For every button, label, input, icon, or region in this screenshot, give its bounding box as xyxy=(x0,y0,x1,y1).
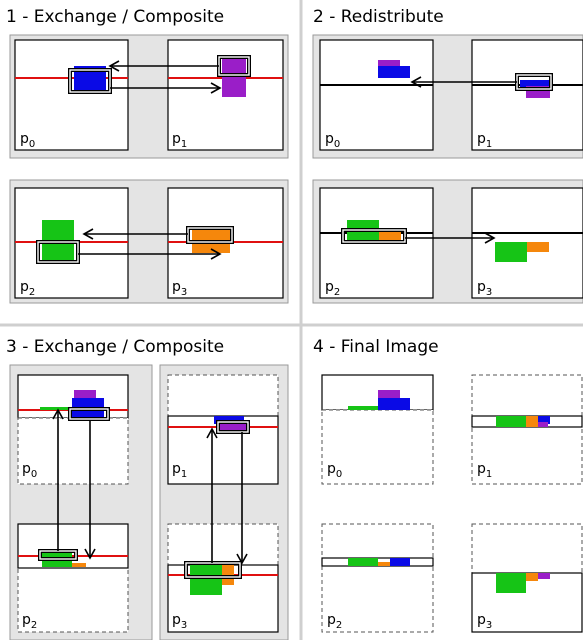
processor-index: 0 xyxy=(29,139,35,150)
image-fragment xyxy=(538,573,550,579)
image-fragment xyxy=(538,422,548,427)
image-fragment xyxy=(495,242,527,262)
image-frame xyxy=(321,374,434,411)
image-fragment xyxy=(538,416,550,424)
image-frame-dashed xyxy=(321,565,434,633)
selection-outline-inner xyxy=(217,421,249,433)
processor-index: 3 xyxy=(486,620,492,631)
image-frame xyxy=(319,39,434,151)
processor-letter: p xyxy=(20,279,29,295)
processor-label: p2 xyxy=(327,612,342,631)
processor-label: p3 xyxy=(172,612,187,631)
processor-label: p1 xyxy=(172,461,187,480)
processor-letter: p xyxy=(172,461,181,477)
processor-index: 2 xyxy=(336,620,342,631)
image-fragment xyxy=(526,573,538,581)
image-fragment xyxy=(378,66,410,78)
processor-index: 0 xyxy=(336,469,342,480)
processor-index: 2 xyxy=(334,287,340,298)
processor-index: 2 xyxy=(31,620,37,631)
processor-letter: p xyxy=(477,131,486,147)
image-frame-dashed xyxy=(167,374,279,417)
processor-letter: p xyxy=(20,131,29,147)
selection-outline-inner xyxy=(185,562,241,578)
processor-index: 3 xyxy=(181,287,187,298)
image-frame-dashed xyxy=(17,417,129,485)
image-frame xyxy=(14,39,129,151)
panel-title: 3 - Exchange / Composite xyxy=(6,337,224,357)
image-frame-dashed xyxy=(321,523,434,559)
selection-outline-inner xyxy=(37,241,79,263)
image-fragment xyxy=(378,60,400,68)
image-fragment xyxy=(190,565,222,595)
panel-title: 4 - Final Image xyxy=(313,337,439,357)
image-fragment xyxy=(378,562,390,566)
processor-index: 0 xyxy=(334,139,340,150)
image-fragment xyxy=(220,422,246,432)
image-frame-dashed xyxy=(471,426,583,485)
processor-index: 3 xyxy=(181,620,187,631)
image-fragment xyxy=(72,563,86,567)
processor-label: p2 xyxy=(20,279,35,298)
processor-letter: p xyxy=(327,612,336,628)
image-frame xyxy=(17,523,129,569)
processor-letter: p xyxy=(22,612,31,628)
image-fragment xyxy=(496,416,526,427)
processor-label: p0 xyxy=(22,461,37,480)
image-fragment xyxy=(378,398,410,410)
processor-label: p1 xyxy=(477,461,492,480)
processor-letter: p xyxy=(22,461,31,477)
processor-label: p1 xyxy=(477,131,492,150)
processor-letter: p xyxy=(172,612,181,628)
image-fragment xyxy=(527,242,549,252)
panel-title: 2 - Redistribute xyxy=(313,7,444,27)
processor-letter: p xyxy=(477,612,486,628)
image-frame-dashed xyxy=(17,567,129,633)
image-fragment xyxy=(496,573,526,593)
processor-label: p0 xyxy=(327,461,342,480)
selection-outline-inner xyxy=(69,69,111,93)
image-frame-dashed xyxy=(471,374,583,417)
selection-outline-inner xyxy=(187,227,233,243)
image-frame-dashed xyxy=(167,523,279,566)
processor-letter: p xyxy=(325,279,334,295)
processor-letter: p xyxy=(477,279,486,295)
processor-label: p3 xyxy=(477,279,492,298)
processor-index: 1 xyxy=(486,469,492,480)
processor-index: 1 xyxy=(486,139,492,150)
image-fragment xyxy=(520,80,550,88)
processor-index: 1 xyxy=(181,139,187,150)
processor-letter: p xyxy=(172,131,181,147)
image-fragment xyxy=(40,407,70,410)
image-fragment xyxy=(526,416,538,427)
processor-letter: p xyxy=(327,461,336,477)
selection-outline-inner xyxy=(342,229,406,243)
processor-index: 0 xyxy=(31,469,37,480)
image-fragment xyxy=(378,390,400,398)
image-fragment xyxy=(348,558,378,566)
processor-label: p2 xyxy=(325,279,340,298)
processor-index: 3 xyxy=(486,287,492,298)
image-fragment xyxy=(74,390,96,400)
image-frame-dashed xyxy=(471,523,583,574)
processor-letter: p xyxy=(325,131,334,147)
image-frame-dashed xyxy=(321,409,434,485)
processor-label: p3 xyxy=(172,279,187,298)
processor-label: p3 xyxy=(477,612,492,631)
processor-letter: p xyxy=(477,461,486,477)
panel-title: 1 - Exchange / Composite xyxy=(6,7,224,27)
image-fragment xyxy=(390,558,410,566)
image-fragment xyxy=(348,406,378,410)
processor-label: p0 xyxy=(325,131,340,150)
processor-index: 1 xyxy=(181,469,187,480)
processor-label: p1 xyxy=(172,131,187,150)
processor-label: p2 xyxy=(22,612,37,631)
processor-index: 2 xyxy=(29,287,35,298)
selection-outline-inner xyxy=(69,408,109,420)
image-fragment xyxy=(379,229,401,242)
processor-label: p0 xyxy=(20,131,35,150)
processor-letter: p xyxy=(172,279,181,295)
